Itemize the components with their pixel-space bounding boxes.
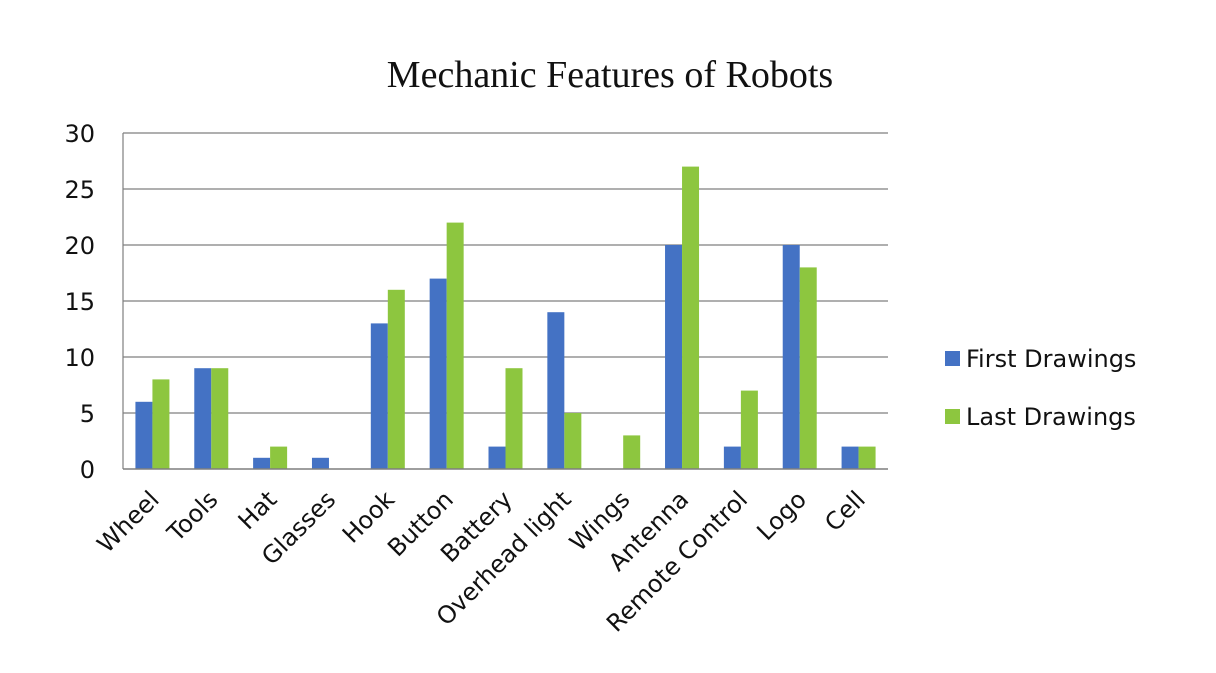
x-tick-label-tools: Tools xyxy=(161,485,223,547)
bar-last-drawings-remote-control xyxy=(740,390,758,469)
bar-first-drawings-battery xyxy=(488,446,506,469)
bar-last-drawings-wheel xyxy=(152,379,170,469)
x-tick-label-logo: Logo xyxy=(751,485,812,546)
y-tick-label: 15 xyxy=(64,288,95,316)
y-tick-label: 25 xyxy=(64,176,95,204)
bar-last-drawings-hat xyxy=(270,446,288,469)
bar-last-drawings-logo xyxy=(799,267,817,469)
bar-first-drawings-glasses xyxy=(311,457,329,469)
bar-first-drawings-remote-control xyxy=(723,446,741,469)
bar-first-drawings-wheel xyxy=(135,401,153,469)
bar-last-drawings-wings xyxy=(623,435,641,469)
chart-title: Mechanic Features of Robots xyxy=(387,54,833,96)
y-tick-label: 5 xyxy=(80,400,95,428)
bar-first-drawings-cell xyxy=(841,446,859,469)
legend-label-last-drawings: Last Drawings xyxy=(966,403,1136,431)
bar-first-drawings-hat xyxy=(253,457,271,469)
legend-swatch-first-drawings xyxy=(945,351,960,366)
bar-first-drawings-overhead-light xyxy=(547,312,565,469)
bar-last-drawings-overhead-light xyxy=(564,413,582,469)
bar-last-drawings-cell xyxy=(858,446,876,469)
bar-first-drawings-hook xyxy=(370,323,388,469)
y-tick-label: 0 xyxy=(80,456,95,484)
bars xyxy=(135,166,876,469)
x-tick-label-hat: Hat xyxy=(233,485,283,535)
bar-first-drawings-logo xyxy=(782,245,800,469)
bar-first-drawings-button xyxy=(429,278,447,469)
bar-last-drawings-hook xyxy=(387,289,405,469)
y-tick-label: 20 xyxy=(64,232,95,260)
legend-label-first-drawings: First Drawings xyxy=(966,345,1136,373)
bar-first-drawings-antenna xyxy=(665,245,683,469)
legend: First Drawings Last Drawings xyxy=(945,345,1136,431)
x-tick-label-wheel: Wheel xyxy=(92,485,165,558)
y-axis: 0 5 10 15 20 25 30 xyxy=(64,120,124,484)
gridlines xyxy=(123,132,888,414)
x-tick-label-cell: Cell xyxy=(819,485,871,537)
y-tick-label: 30 xyxy=(64,120,95,148)
bar-last-drawings-antenna xyxy=(682,166,700,469)
bar-first-drawings-tools xyxy=(194,368,212,469)
bar-last-drawings-battery xyxy=(505,368,523,469)
bar-last-drawings-button xyxy=(446,222,464,469)
legend-swatch-last-drawings xyxy=(945,409,960,424)
y-tick-label: 10 xyxy=(64,344,95,372)
bar-last-drawings-tools xyxy=(211,368,229,469)
